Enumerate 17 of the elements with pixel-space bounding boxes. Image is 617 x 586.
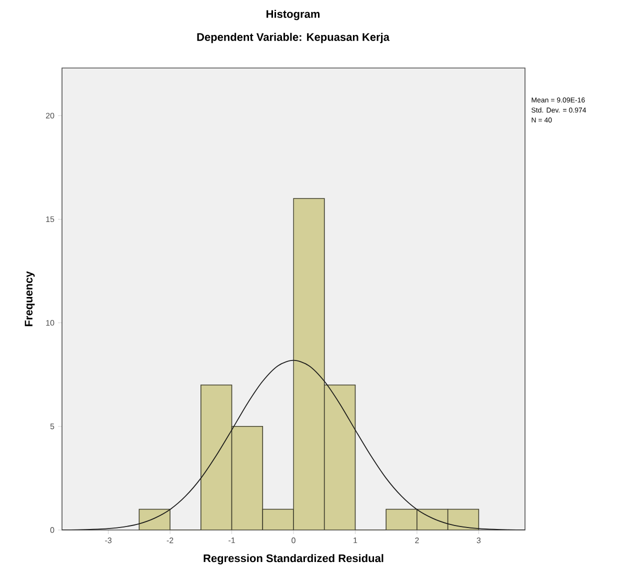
- x-tick-label: 0: [292, 538, 296, 544]
- x-axis-title: Regression Standardized Residual: [204, 554, 384, 564]
- y-tick-label: 5: [50, 424, 54, 430]
- y-tick-label: 20: [46, 112, 54, 118]
- y-tick-label: 10: [46, 320, 54, 326]
- x-tick-label: 2: [415, 538, 419, 544]
- x-tick-label: -2: [166, 538, 174, 544]
- y-tick-label: 15: [46, 216, 54, 222]
- x-tick-label: -1: [228, 538, 235, 544]
- chart-title: Histogram: [266, 10, 320, 20]
- y-axis-title: Frequency: [24, 271, 35, 326]
- x-tick-label: -3: [105, 538, 112, 544]
- line-series: [62, 360, 526, 530]
- chart-subtitle: Dependent Variable: Kepuasan Kerja: [197, 32, 390, 44]
- y-tick-label: 0: [50, 527, 54, 533]
- x-tick-label: 3: [476, 538, 481, 544]
- x-tick-label: 1: [354, 538, 358, 544]
